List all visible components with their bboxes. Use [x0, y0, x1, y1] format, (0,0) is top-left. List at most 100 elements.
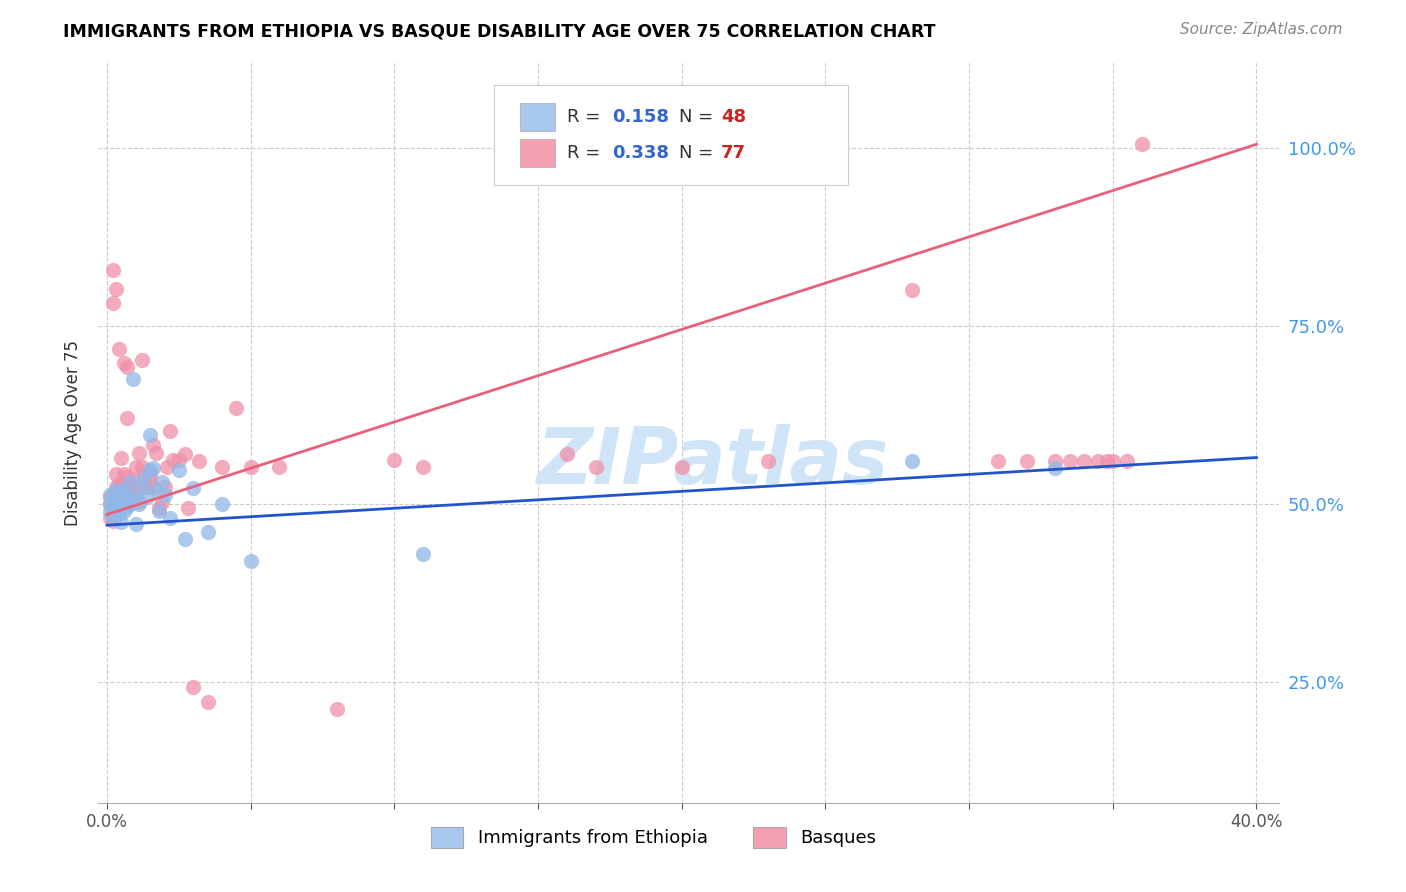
Point [142, 480, 165, 494]
Point [1095, 454, 1118, 468]
Point [139, 467, 162, 481]
Point [107, 501, 129, 516]
Point [197, 695, 219, 709]
Text: 77: 77 [721, 144, 745, 161]
Point [128, 495, 150, 509]
Point [107, 487, 129, 501]
Point [101, 514, 124, 528]
Point [104, 480, 127, 494]
Point [225, 401, 247, 416]
Point [104, 467, 127, 481]
Point [134, 471, 156, 485]
Bar [520, 138, 555, 167]
Point [125, 481, 148, 495]
Point [131, 459, 153, 474]
Point [142, 438, 165, 452]
Bar [520, 103, 555, 131]
Point [107, 508, 129, 522]
Point [142, 461, 165, 475]
Point [122, 495, 145, 509]
Point [118, 481, 141, 495]
Point [188, 454, 211, 468]
Point [101, 500, 124, 515]
Point [107, 495, 129, 509]
Point [115, 500, 138, 515]
Point [167, 452, 190, 467]
Point [104, 282, 127, 296]
Point [122, 473, 145, 487]
Text: R =: R = [567, 108, 606, 127]
Point [115, 360, 138, 375]
Point [104, 491, 127, 505]
Point [211, 497, 233, 511]
Point [167, 462, 190, 476]
Point [98, 497, 121, 511]
Point [98, 505, 121, 519]
Point [107, 476, 129, 491]
Point [148, 501, 170, 516]
Point [101, 296, 124, 310]
Point [145, 483, 167, 497]
Point [101, 493, 124, 508]
Point [162, 452, 184, 467]
Point [98, 497, 121, 511]
Point [128, 445, 150, 459]
Point [112, 493, 135, 508]
Text: Source: ZipAtlas.com: Source: ZipAtlas.com [1180, 22, 1343, 37]
Point [585, 459, 607, 474]
Point [115, 469, 138, 483]
Point [145, 445, 167, 459]
Point [412, 547, 434, 561]
Point [134, 480, 156, 494]
Point [900, 283, 922, 297]
Point [112, 495, 135, 509]
Point [987, 454, 1010, 468]
Point [118, 481, 141, 495]
Point [98, 490, 121, 504]
Point [131, 481, 153, 495]
Point [110, 481, 132, 495]
Point [112, 356, 135, 370]
Point [112, 483, 135, 497]
Point [176, 501, 198, 516]
Text: 48: 48 [721, 108, 747, 127]
Point [115, 411, 138, 425]
Point [173, 447, 195, 461]
Point [115, 495, 138, 509]
Point [239, 459, 262, 474]
Point [122, 487, 145, 501]
Point [104, 500, 127, 514]
Y-axis label: Disability Age Over 75: Disability Age Over 75 [65, 340, 83, 525]
Point [98, 488, 121, 502]
Point [110, 487, 132, 501]
Text: 0.158: 0.158 [612, 108, 669, 127]
Point [125, 459, 148, 474]
Point [110, 486, 132, 500]
Point [101, 263, 124, 277]
Point [101, 500, 124, 515]
Point [136, 490, 159, 504]
Point [671, 459, 693, 474]
Point [1059, 454, 1081, 468]
Point [98, 511, 121, 525]
Point [125, 490, 148, 504]
Point [139, 428, 162, 442]
Point [197, 525, 219, 540]
Point [1130, 137, 1153, 152]
Text: ZIPatlas: ZIPatlas [537, 425, 889, 500]
Point [239, 554, 262, 568]
Point [110, 515, 132, 529]
Point [118, 497, 141, 511]
Text: N =: N = [679, 108, 720, 127]
Point [112, 504, 135, 518]
Point [1045, 454, 1067, 468]
Point [211, 459, 233, 474]
Point [326, 702, 349, 716]
Point [136, 480, 159, 494]
FancyBboxPatch shape [494, 85, 848, 185]
Point [107, 490, 129, 504]
Point [555, 447, 578, 461]
Point [1045, 461, 1067, 475]
Point [104, 495, 127, 509]
Text: N =: N = [679, 144, 720, 161]
